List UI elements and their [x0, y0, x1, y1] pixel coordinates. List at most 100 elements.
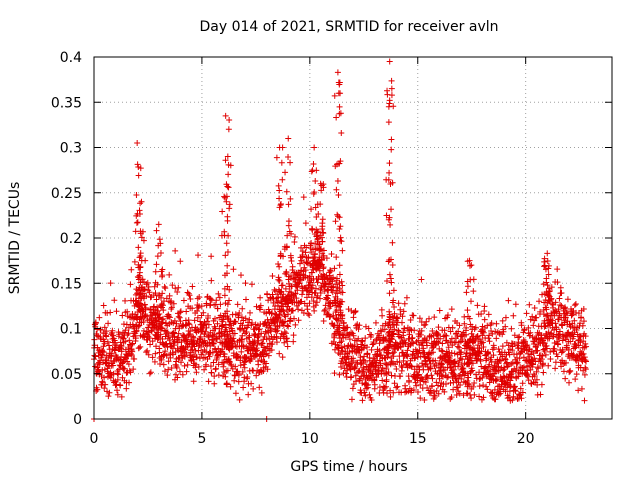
data-point [191, 317, 198, 324]
data-point [242, 315, 249, 322]
x-tick-label: 0 [90, 431, 99, 447]
data-point [287, 292, 294, 299]
data-point [167, 299, 174, 306]
data-point [483, 383, 490, 390]
data-point [490, 352, 497, 359]
data-point [122, 297, 129, 304]
data-point [152, 268, 159, 275]
data-point [388, 372, 395, 379]
data-point [321, 307, 328, 314]
data-point [330, 312, 337, 319]
data-point [127, 369, 134, 376]
data-point [257, 294, 264, 301]
data-point [428, 390, 435, 397]
data-point [340, 319, 347, 326]
data-point [113, 308, 120, 315]
data-point [295, 317, 302, 324]
data-point [237, 272, 244, 279]
data-point [495, 346, 502, 353]
data-point [176, 368, 183, 375]
data-point [433, 379, 440, 386]
data-point [166, 292, 173, 299]
data-point [156, 236, 163, 243]
data-point [359, 380, 366, 387]
data-point [151, 303, 158, 310]
data-point [219, 208, 226, 215]
data-point [496, 329, 503, 336]
data-point [352, 372, 359, 379]
data-point [399, 340, 406, 347]
data-point [558, 289, 565, 296]
data-point [172, 325, 179, 332]
data-point [435, 339, 442, 346]
data-point [144, 279, 151, 286]
data-point [131, 258, 138, 265]
data-point [337, 158, 344, 165]
data-point [376, 340, 383, 347]
data-point [198, 343, 205, 350]
data-point [506, 388, 513, 395]
data-point [412, 354, 419, 361]
data-point [423, 318, 430, 325]
data-point [402, 339, 409, 346]
data-point [479, 374, 486, 381]
data-point [336, 303, 343, 310]
data-point [170, 300, 177, 307]
data-point [488, 320, 495, 327]
data-point [224, 153, 231, 160]
data-point [372, 319, 379, 326]
data-point [207, 363, 214, 370]
data-point [134, 161, 141, 168]
data-point [135, 172, 142, 179]
data-point [577, 320, 584, 327]
data-point [187, 295, 194, 302]
data-point [140, 237, 147, 244]
data-point [257, 302, 264, 309]
data-point [428, 372, 435, 379]
data-point [284, 343, 291, 350]
data-point [232, 363, 239, 370]
data-point [156, 291, 163, 298]
data-point [108, 350, 115, 357]
data-point [183, 368, 190, 375]
data-point [320, 230, 327, 237]
data-point [333, 186, 340, 193]
data-point [331, 297, 338, 304]
data-point [400, 357, 407, 364]
data-point [237, 362, 244, 369]
data-point [333, 307, 340, 314]
data-point [521, 326, 528, 333]
data-point [408, 363, 415, 370]
data-point [338, 364, 345, 371]
data-point [417, 395, 424, 402]
data-point [195, 347, 202, 354]
data-point [469, 326, 476, 333]
data-point [358, 341, 365, 348]
data-point [302, 220, 309, 227]
data-point [336, 225, 343, 232]
data-point [572, 300, 579, 307]
data-point [194, 308, 201, 315]
data-point [319, 225, 326, 232]
data-point [508, 325, 515, 332]
data-point [175, 284, 182, 291]
data-point [396, 359, 403, 366]
data-point [231, 377, 238, 384]
data-point [533, 368, 540, 375]
data-point [186, 321, 193, 328]
data-point [467, 368, 474, 375]
data-point [523, 310, 530, 317]
data-point [162, 285, 169, 292]
data-point [118, 348, 125, 355]
data-point [208, 369, 215, 376]
data-point [308, 206, 315, 213]
data-point [298, 244, 305, 251]
data-point [312, 302, 319, 309]
data-point [515, 339, 522, 346]
data-point [205, 378, 212, 385]
x-axis-label: GPS time / hours [290, 459, 407, 475]
x-tick-label: 5 [197, 431, 206, 447]
data-point [273, 328, 280, 335]
data-point [336, 103, 343, 110]
data-point [327, 268, 334, 275]
